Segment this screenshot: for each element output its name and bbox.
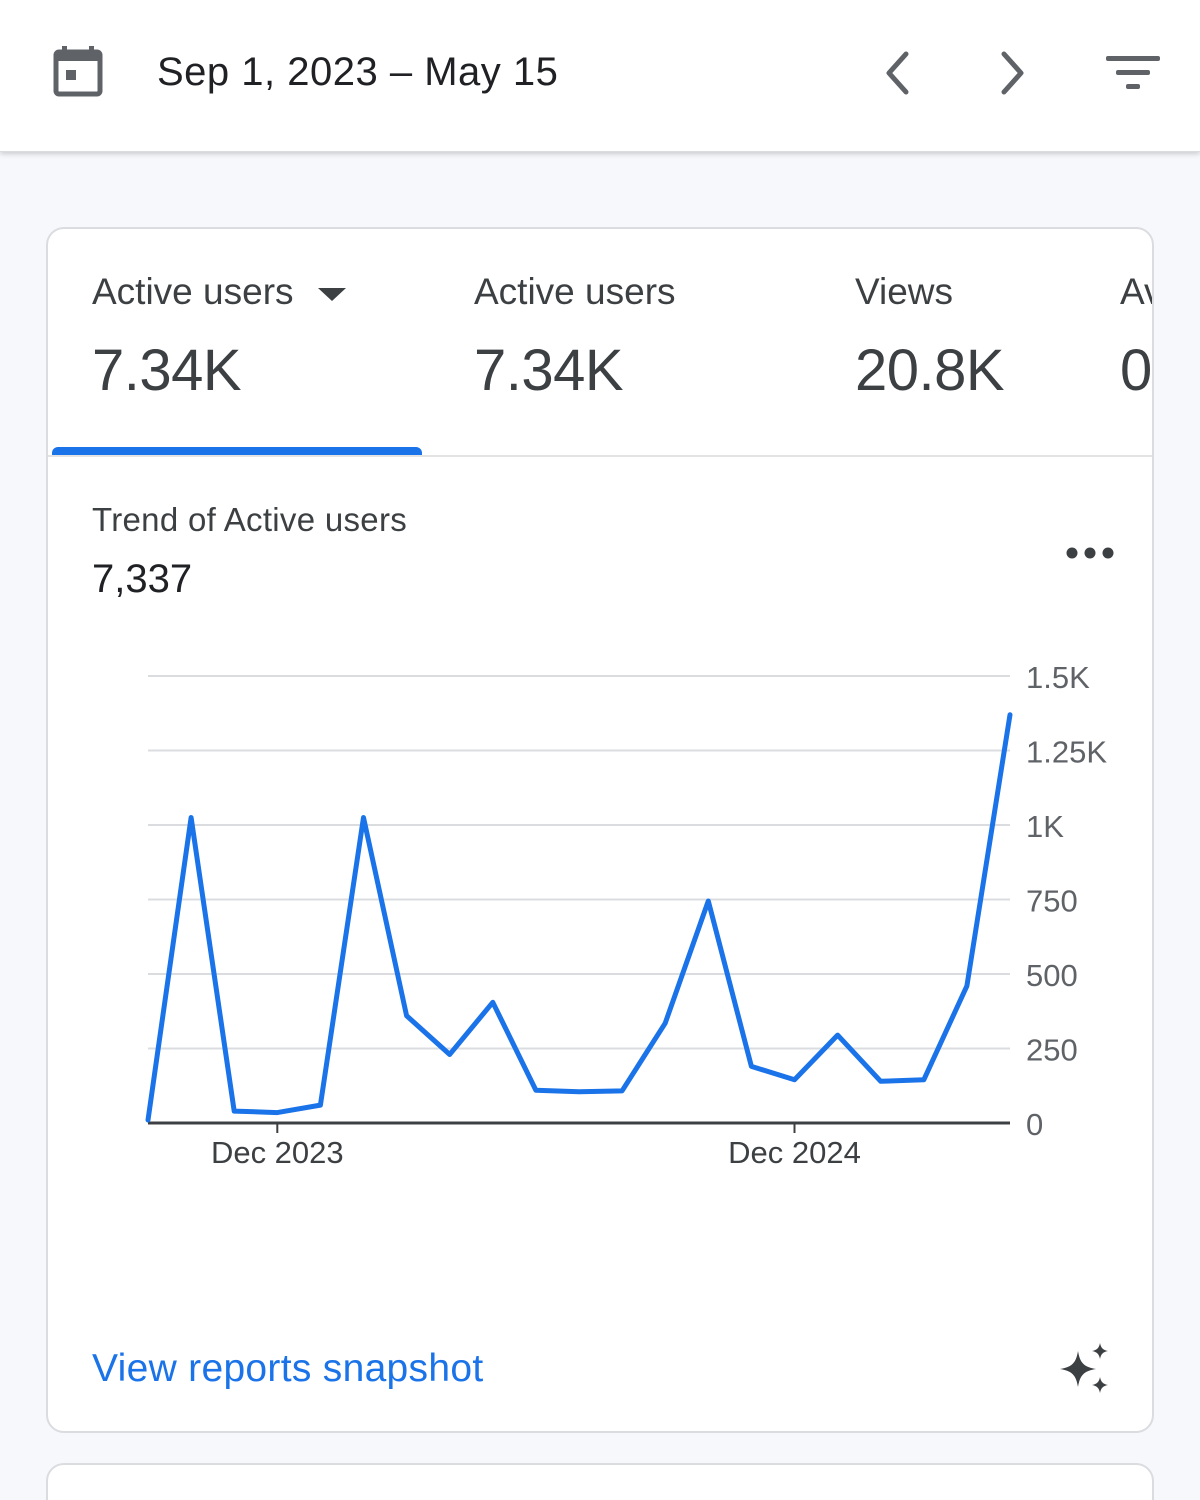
metric-label: Av [1120, 271, 1152, 312]
tab-divider [48, 455, 1152, 457]
metric-tab-active-users-selected[interactable]: Active users 7.34K [92, 271, 452, 404]
y-tick-label: 0 [1026, 1107, 1043, 1142]
trend-total-value: 7,337 [92, 557, 193, 601]
date-range-label[interactable]: Sep 1, 2023 – May 15 [157, 50, 559, 94]
metric-value: 7.34K [92, 338, 242, 403]
view-reports-snapshot-link[interactable]: View reports snapshot [92, 1347, 484, 1390]
y-tick-label: 1.25K [1026, 735, 1107, 770]
metric-label: Views [855, 271, 954, 312]
y-tick-label: 750 [1026, 884, 1078, 919]
dropdown-caret-icon[interactable] [317, 287, 346, 301]
metric-label-row: Active users [92, 271, 452, 313]
y-tick-label: 1.5K [1026, 660, 1090, 695]
metric-value: 0 [1120, 338, 1152, 403]
more-options-icon[interactable] [1060, 539, 1120, 567]
selected-tab-indicator [52, 447, 422, 456]
active-users-trend-chart: 0 250 500 750 1K 1.25K 1.5K Dec 2023 Dec 2024 [145, 660, 1107, 1170]
metric-tab-active-users[interactable]: Active users 7.34K [474, 271, 834, 404]
y-tick-label: 250 [1026, 1033, 1078, 1068]
chevron-left-icon[interactable] [872, 48, 926, 98]
metric-value: 20.8K [855, 338, 1005, 403]
calendar-icon[interactable] [52, 44, 104, 100]
top-app-bar: Sep 1, 2023 – May 15 [0, 0, 1200, 152]
chevron-right-icon[interactable] [984, 48, 1038, 98]
filter-icon[interactable] [1102, 50, 1164, 96]
y-tick-label: 500 [1026, 958, 1078, 993]
metric-label: Active users [92, 271, 294, 312]
trend-title: Trend of Active users [92, 501, 408, 538]
x-tick-label: Dec 2023 [211, 1135, 344, 1170]
metric-label: Active users [474, 271, 676, 312]
metric-tab-partial[interactable]: Av 0 [1120, 271, 1152, 404]
overview-card: Active users 7.34K Active users 7.34K Vi… [46, 227, 1154, 1433]
series-line [145, 712, 1013, 1123]
x-tick-label: Dec 2024 [728, 1135, 861, 1170]
secondary-card [46, 1463, 1154, 1500]
sparkle-icon[interactable] [1056, 1341, 1114, 1399]
y-tick-label: 1K [1026, 809, 1064, 844]
metric-value: 7.34K [474, 338, 624, 403]
metric-tab-views[interactable]: Views 20.8K [855, 271, 1152, 404]
